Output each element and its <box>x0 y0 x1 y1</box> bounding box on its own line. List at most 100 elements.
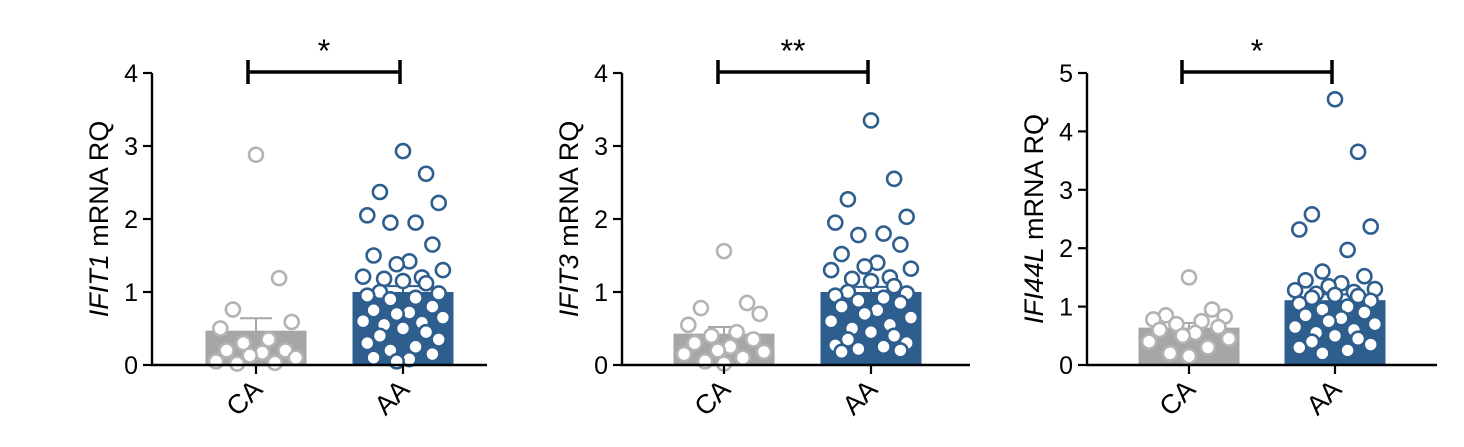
data-point-aa <box>898 208 916 226</box>
data-point-aa <box>875 289 892 307</box>
data-point-aa <box>862 272 880 290</box>
data-point-aa <box>875 225 892 242</box>
data-point-ca <box>1161 345 1179 362</box>
error-bar-ca <box>240 317 272 331</box>
data-point-aa <box>394 142 412 160</box>
data-point-aa <box>1356 304 1373 321</box>
data-point-aa <box>1326 327 1344 345</box>
data-point-ca <box>228 355 246 372</box>
data-point-aa <box>902 309 920 326</box>
data-point-aa <box>430 331 448 348</box>
data-point-ca <box>1199 339 1217 356</box>
y-tick-label: 1 <box>1059 294 1073 322</box>
data-point-aa <box>358 334 376 352</box>
y-tick-label: 0 <box>1059 352 1073 380</box>
data-point-aa <box>1326 90 1344 108</box>
data-point-ca <box>1203 301 1221 318</box>
data-point-aa <box>1339 342 1356 359</box>
data-point-ca <box>715 242 733 260</box>
data-point-ca <box>218 342 235 359</box>
significance-bracket: * <box>246 33 402 84</box>
y-tick-label: 4 <box>594 60 608 88</box>
data-point-aa <box>1314 263 1331 280</box>
data-point-aa <box>417 274 435 292</box>
data-point-ca <box>1210 318 1227 336</box>
data-point-ca <box>1180 269 1198 286</box>
data-point-ca <box>696 353 714 370</box>
data-point-ca <box>675 345 693 363</box>
y-tick-label: 3 <box>1059 177 1073 205</box>
category-label-aa: AA <box>837 374 884 421</box>
chart-panel-1: 0 1 2 3 4 CA AA IFIT1 mRNA RQ * <box>84 33 487 422</box>
data-point-ca <box>1220 330 1238 348</box>
y-tick-label: 3 <box>124 133 138 161</box>
data-point-aa <box>365 247 382 264</box>
data-point-ca <box>260 331 277 348</box>
data-point-aa <box>358 207 376 224</box>
y-axis-label-gene: IFIT1 <box>84 254 114 317</box>
data-point-ca <box>738 294 756 312</box>
y-tick-label: 4 <box>124 60 138 88</box>
data-point-aa <box>430 194 448 212</box>
data-point-aa <box>365 349 382 367</box>
data-point-aa <box>434 309 452 326</box>
y-axis-label-suffix: mRNA RQ <box>84 121 114 255</box>
data-point-aa <box>365 301 382 319</box>
category-label-ca: CA <box>221 374 269 422</box>
data-point-aa <box>1339 241 1356 259</box>
data-point-aa <box>892 236 909 253</box>
data-point-aa <box>430 285 448 302</box>
data-point-aa <box>354 312 372 330</box>
category-label-ca: CA <box>1154 374 1202 422</box>
data-point-aa <box>1297 272 1314 289</box>
data-point-ca <box>212 320 229 337</box>
y-tick-label: 2 <box>124 206 138 234</box>
data-point-aa <box>424 236 441 253</box>
chart-panel-2: 0 1 2 3 4 CA AA IFIT3 mRNA RQ ** <box>554 33 970 422</box>
data-point-ca <box>679 316 697 334</box>
data-point-aa <box>371 183 389 201</box>
data-point-aa <box>1366 315 1384 333</box>
data-point-ca <box>1180 347 1198 365</box>
data-point-aa <box>1286 318 1304 336</box>
data-point-aa <box>833 245 850 263</box>
y-axis-label: IFIT1 mRNA RQ <box>84 121 114 318</box>
significance-label: ** <box>781 33 806 69</box>
data-point-ca <box>247 146 265 164</box>
y-tick-label: 0 <box>594 352 608 380</box>
data-point-aa <box>388 305 406 323</box>
data-point-ca <box>686 334 703 352</box>
y-tick-label: 0 <box>124 352 138 380</box>
y-axis-label-suffix: mRNA RQ <box>554 121 584 255</box>
data-point-aa <box>407 338 424 356</box>
data-point-aa <box>850 292 867 310</box>
y-axis-label: IFI44L mRNA RQ <box>1019 114 1049 324</box>
data-point-aa <box>371 327 389 345</box>
data-point-aa <box>892 342 909 359</box>
data-point-aa <box>1320 312 1337 330</box>
data-point-aa <box>833 343 850 361</box>
data-point-ca <box>283 313 301 331</box>
significance-bracket: ** <box>716 33 870 84</box>
data-point-aa <box>822 261 840 279</box>
data-point-aa <box>1314 345 1331 362</box>
data-point-ca <box>728 323 745 341</box>
data-point-aa <box>382 214 399 231</box>
data-point-ca <box>266 354 284 372</box>
data-point-aa <box>902 260 920 277</box>
data-point-aa <box>382 290 399 308</box>
y-tick-label: 1 <box>594 279 608 307</box>
category-label-aa: AA <box>1301 374 1348 421</box>
data-point-aa <box>434 261 452 279</box>
y-axis-label-gene: IFI44L <box>1019 247 1049 324</box>
data-point-aa <box>388 255 406 273</box>
data-point-aa <box>856 305 874 323</box>
data-point-aa <box>424 345 441 363</box>
significance-label: * <box>1251 33 1263 69</box>
data-point-ca <box>241 347 258 364</box>
data-point-aa <box>394 272 412 290</box>
data-point-aa <box>1349 143 1367 161</box>
data-point-ca <box>207 353 225 370</box>
data-point-aa <box>885 277 903 295</box>
